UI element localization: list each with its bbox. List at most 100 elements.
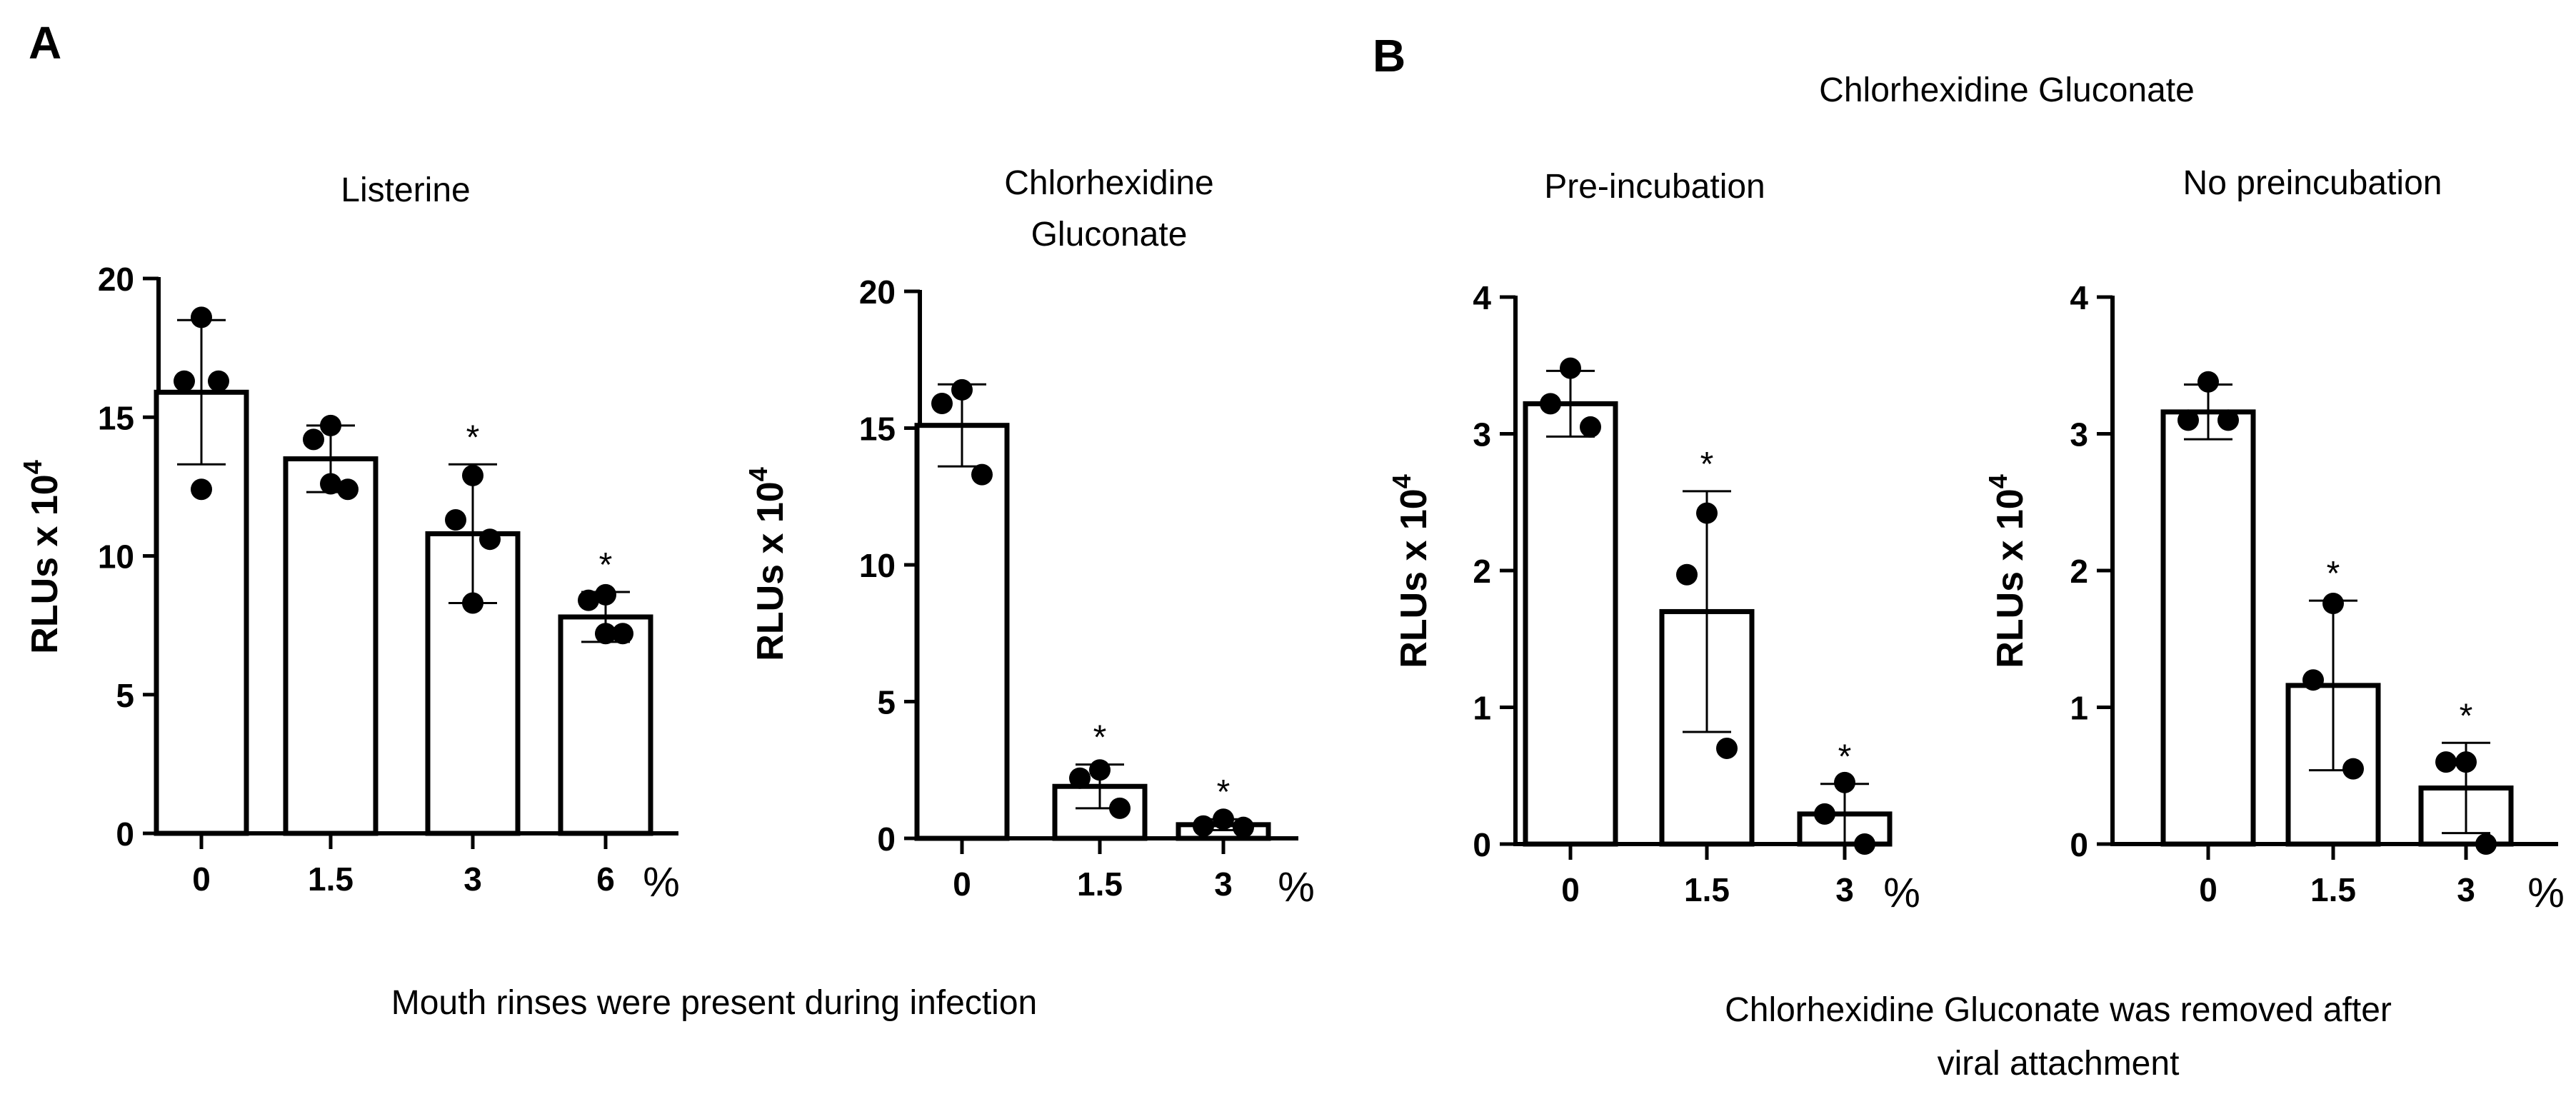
- y-tick-label: 0: [877, 820, 896, 858]
- bar: [1523, 401, 1618, 847]
- panel-label-a: A: [29, 17, 61, 69]
- data-point: [1676, 563, 1698, 586]
- y-axis-label: RLUs x 104: [1387, 474, 1435, 668]
- chart-title-line: Listerine: [341, 171, 470, 209]
- y-axis-label-exponent: 4: [18, 460, 47, 474]
- data-point: [951, 378, 973, 401]
- bar: [914, 423, 1010, 841]
- data-point: [208, 370, 229, 392]
- significance-marker: *: [2460, 697, 2473, 735]
- significance-marker: *: [1217, 773, 1231, 811]
- y-tick-label: 15: [98, 399, 134, 436]
- x-tick-label: 3: [1835, 871, 1854, 908]
- chart-title-line: No preincubation: [2183, 164, 2442, 202]
- chart-chlorhexidine-gluconate-a: Chlorhexidine Gluconate RLUs x 104 0 5 10 15 20…: [743, 164, 1315, 910]
- data-point: [462, 464, 483, 486]
- y-tick-label: 5: [877, 684, 896, 721]
- significance-marker: *: [1700, 446, 1714, 483]
- x-unit-label: %: [2527, 870, 2565, 916]
- significance-marker: *: [466, 418, 480, 456]
- x-tick-label: 6: [596, 860, 615, 898]
- x-tick-label: 3: [463, 860, 482, 898]
- caption-b-line1: Chlorhexidine Gluconate was removed afte…: [1725, 991, 2392, 1029]
- x-tick-label: 0: [2199, 871, 2217, 908]
- data-point: [462, 592, 483, 614]
- chart-title-line: Chlorhexidine: [1004, 164, 1214, 202]
- y-tick-label: 15: [859, 411, 896, 448]
- data-point: [1716, 737, 1738, 759]
- data-point: [1213, 808, 1234, 830]
- data-point: [303, 428, 324, 451]
- y-tick-label: 3: [1473, 416, 1491, 453]
- significance-marker: *: [1838, 738, 1852, 776]
- data-point: [595, 583, 616, 606]
- x-unit-label: %: [1278, 864, 1315, 910]
- x-tick-label: 0: [1561, 871, 1580, 908]
- y-tick-label: 3: [2070, 416, 2088, 453]
- data-point: [191, 478, 212, 501]
- chart-title-line: Gluconate: [1031, 216, 1188, 254]
- chart-listerine: Listerine RLUs x 104 0 5 10 15 20 0 1.5 * 3 * 6%: [18, 171, 680, 905]
- panel-b-title: Chlorhexidine Gluconate: [1819, 71, 2195, 109]
- data-point: [595, 623, 616, 645]
- bar: [558, 614, 653, 836]
- y-axis-label-exponent: 4: [1983, 474, 2013, 488]
- data-point: [578, 589, 599, 611]
- chart-title-line: Pre-incubation: [1544, 168, 1765, 206]
- y-tick-label: 0: [116, 816, 134, 853]
- y-tick-label: 20: [859, 274, 896, 311]
- data-point: [191, 306, 212, 328]
- data-point: [2197, 371, 2219, 393]
- y-tick-label: 10: [98, 538, 134, 576]
- data-point: [1580, 416, 1601, 438]
- data-point: [2322, 592, 2344, 614]
- x-tick-label: 1.5: [1077, 865, 1123, 903]
- y-tick-label: 5: [116, 677, 134, 714]
- data-point: [1696, 502, 1718, 524]
- data-point: [2455, 751, 2477, 773]
- x-unit-label: %: [643, 859, 680, 905]
- panel-label-b: B: [1373, 30, 1405, 81]
- y-tick-label: 4: [2070, 279, 2088, 316]
- bar: [2160, 409, 2256, 847]
- data-point: [320, 473, 341, 495]
- x-tick-label: 1.5: [308, 860, 354, 898]
- data-point: [971, 463, 993, 486]
- x-tick-label: 3: [2457, 871, 2475, 908]
- y-axis-label: RLUs x 104: [18, 460, 66, 653]
- y-tick-label: 0: [2070, 826, 2088, 863]
- x-tick-label: 1.5: [1684, 871, 1730, 908]
- data-point: [1560, 357, 1581, 379]
- data-point: [1109, 797, 1131, 819]
- data-point: [320, 414, 341, 436]
- y-tick-label: 4: [1473, 279, 1491, 316]
- caption-a: Mouth rinses were present during infecti…: [391, 984, 1037, 1022]
- data-point: [2302, 669, 2324, 691]
- y-tick-label: 0: [1473, 826, 1491, 863]
- data-point: [174, 370, 195, 392]
- data-point: [337, 478, 359, 501]
- data-point: [2475, 833, 2497, 855]
- data-point: [2435, 751, 2457, 773]
- y-axis-label-exponent: 4: [1387, 474, 1416, 488]
- bar: [283, 456, 379, 836]
- y-tick-label: 1: [2070, 690, 2088, 727]
- x-tick-label: 0: [192, 860, 211, 898]
- x-unit-label: %: [1883, 870, 1920, 916]
- data-point: [445, 508, 466, 531]
- y-axis-label: RLUs x 104: [743, 467, 791, 661]
- y-tick-label: 2: [1473, 553, 1491, 590]
- y-tick-label: 10: [859, 547, 896, 584]
- significance-marker: *: [2327, 555, 2340, 593]
- y-tick-label: 2: [2070, 553, 2088, 590]
- significance-marker: *: [1093, 719, 1107, 757]
- significance-marker: *: [599, 546, 613, 584]
- y-axis-label: RLUs x 104: [1983, 474, 2031, 668]
- data-point: [2217, 409, 2239, 431]
- data-point: [1233, 816, 1254, 838]
- x-tick-label: 1.5: [2310, 871, 2356, 908]
- data-point: [931, 393, 953, 415]
- data-point: [2342, 758, 2364, 780]
- caption-b-line2: viral attachment: [1938, 1045, 2180, 1083]
